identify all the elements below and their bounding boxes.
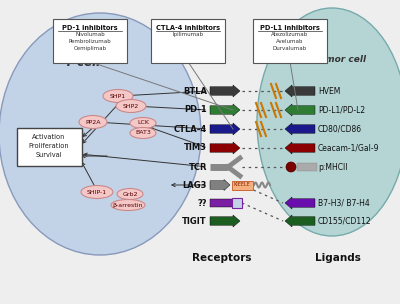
Text: Grb2: Grb2 [122, 192, 138, 196]
Ellipse shape [117, 188, 143, 199]
Text: p:MHCII: p:MHCII [318, 163, 348, 171]
Text: β-arrestin: β-arrestin [113, 202, 143, 208]
Text: SHIP-1: SHIP-1 [87, 189, 107, 195]
FancyArrow shape [285, 142, 315, 154]
Ellipse shape [130, 118, 156, 129]
FancyBboxPatch shape [232, 181, 252, 189]
Ellipse shape [257, 8, 400, 236]
FancyArrow shape [210, 104, 240, 116]
Text: CD80/CD86: CD80/CD86 [318, 125, 362, 133]
Bar [232, 198, 242, 208]
Text: PD-1: PD-1 [184, 105, 207, 115]
FancyArrow shape [210, 199, 240, 207]
FancyBboxPatch shape [53, 19, 127, 63]
Text: SHP2: SHP2 [123, 103, 139, 109]
FancyArrow shape [210, 215, 240, 227]
Text: PP2A: PP2A [85, 119, 101, 125]
FancyBboxPatch shape [16, 127, 82, 165]
Text: Ipilimumab: Ipilimumab [172, 32, 204, 37]
Text: Ligands: Ligands [315, 253, 361, 263]
Text: CD155/CD112: CD155/CD112 [318, 216, 372, 226]
Text: APC/ tumor cell: APC/ tumor cell [289, 54, 367, 63]
Text: Survival: Survival [36, 152, 62, 158]
Ellipse shape [111, 199, 145, 210]
Text: Receptors: Receptors [192, 253, 252, 263]
FancyArrow shape [285, 215, 315, 227]
Text: KIEELE: KIEELE [234, 182, 250, 188]
Ellipse shape [130, 127, 156, 139]
Ellipse shape [103, 89, 133, 102]
Bar [232, 198, 242, 208]
FancyArrow shape [285, 197, 315, 209]
Text: BAT3: BAT3 [135, 130, 151, 136]
FancyArrow shape [285, 85, 315, 97]
Text: B7-H3/ B7-H4: B7-H3/ B7-H4 [318, 199, 370, 208]
FancyBboxPatch shape [151, 19, 225, 63]
Text: BTLA: BTLA [183, 87, 207, 95]
Text: HVEM: HVEM [318, 87, 340, 95]
Text: LCK: LCK [137, 120, 149, 126]
Text: Nivolumab
Pembrolizumab
Cemiplimab: Nivolumab Pembrolizumab Cemiplimab [69, 32, 111, 51]
FancyArrow shape [210, 85, 240, 97]
FancyArrow shape [297, 163, 317, 171]
Text: ??: ?? [198, 199, 207, 208]
Text: TIGIT: TIGIT [182, 216, 207, 226]
Text: PD-1 inhibitors: PD-1 inhibitors [62, 25, 118, 31]
FancyArrow shape [285, 123, 315, 135]
Ellipse shape [81, 185, 113, 199]
Text: Ceacam-1/Gal-9: Ceacam-1/Gal-9 [318, 143, 380, 153]
Text: SHP1: SHP1 [110, 94, 126, 98]
Text: LAG3: LAG3 [183, 181, 207, 189]
Text: Activation: Activation [32, 134, 66, 140]
Text: CTLA-4: CTLA-4 [174, 125, 207, 133]
Text: TCR: TCR [188, 163, 207, 171]
Text: PD-L1/PD-L2: PD-L1/PD-L2 [318, 105, 365, 115]
Ellipse shape [0, 13, 201, 255]
Ellipse shape [79, 116, 107, 129]
Ellipse shape [286, 162, 296, 172]
Text: TIM3: TIM3 [184, 143, 207, 153]
FancyArrow shape [285, 104, 315, 116]
FancyArrow shape [210, 142, 240, 154]
Text: CTLA-4 inhibitors: CTLA-4 inhibitors [156, 25, 220, 31]
Ellipse shape [116, 99, 146, 112]
FancyBboxPatch shape [253, 19, 327, 63]
FancyArrow shape [210, 179, 230, 191]
Text: Atezolizumab
Avelumab
Durvalumab: Atezolizumab Avelumab Durvalumab [271, 32, 309, 51]
Text: Proliferation: Proliferation [29, 143, 69, 149]
Text: T cell: T cell [65, 56, 100, 69]
Text: PD-L1 inhibitors: PD-L1 inhibitors [260, 25, 320, 31]
FancyArrow shape [210, 123, 240, 135]
